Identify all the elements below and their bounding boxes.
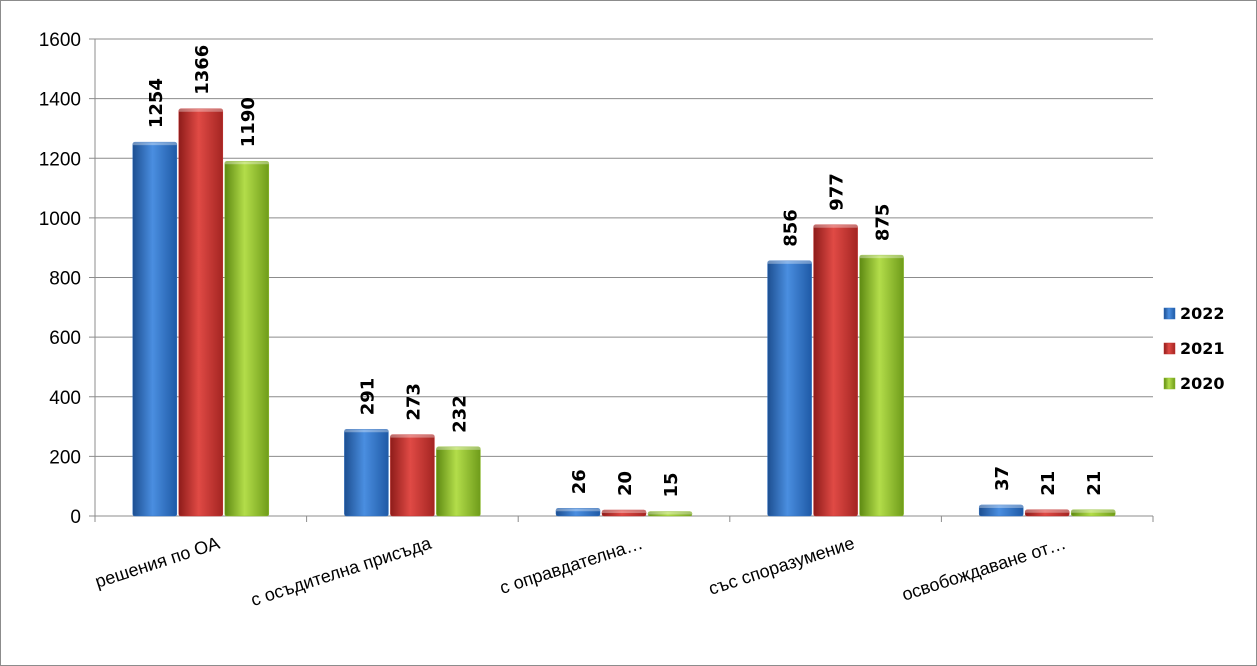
category-label: решения по ОА bbox=[93, 533, 222, 592]
bar-highlight bbox=[813, 224, 858, 228]
data-label: 856 bbox=[781, 209, 802, 247]
data-label: 977 bbox=[827, 173, 848, 211]
bar-2022-0 bbox=[132, 141, 178, 517]
bar-highlight bbox=[1025, 509, 1070, 513]
data-label: 21 bbox=[1084, 471, 1105, 496]
bar-highlight bbox=[390, 434, 435, 438]
bar-highlight bbox=[178, 108, 223, 112]
bars bbox=[132, 108, 1116, 517]
category-label: с оправдателна… bbox=[497, 533, 645, 598]
bar-highlight bbox=[132, 142, 177, 146]
y-tick-label: 1000 bbox=[39, 209, 81, 230]
bar-highlight bbox=[979, 504, 1024, 508]
bar-highlight bbox=[767, 260, 812, 264]
data-label: 875 bbox=[873, 204, 894, 242]
bar-highlight bbox=[648, 511, 692, 515]
bar-2021-4 bbox=[1024, 509, 1070, 517]
data-label: 273 bbox=[403, 383, 424, 421]
y-tick-label: 200 bbox=[49, 447, 81, 468]
bar-2022-1 bbox=[344, 428, 389, 517]
category-label: с осъдителна присъда bbox=[248, 532, 434, 610]
data-label: 1190 bbox=[238, 97, 259, 147]
legend-swatch-2020 bbox=[1163, 377, 1176, 390]
bar-2022-2 bbox=[555, 507, 601, 517]
bar-2021-3 bbox=[813, 224, 858, 517]
data-label: 26 bbox=[569, 469, 590, 494]
legend-label-2021: 2021 bbox=[1180, 339, 1225, 358]
bar-2021-2 bbox=[601, 509, 647, 517]
legend-swatch-2021 bbox=[1163, 342, 1176, 355]
data-label: 1254 bbox=[146, 78, 167, 128]
data-label: 21 bbox=[1038, 471, 1059, 496]
axes: 0 200 400 600 800 1000 1200 1400 1600 bbox=[39, 30, 1154, 528]
data-label: 15 bbox=[661, 472, 682, 497]
bar-2020-2 bbox=[647, 511, 693, 517]
bar-2020-1 bbox=[436, 446, 481, 517]
bar-2021-0 bbox=[178, 108, 224, 517]
y-tick-label: 0 bbox=[70, 507, 81, 528]
data-label: 291 bbox=[357, 378, 378, 416]
y-tick-label: 1400 bbox=[39, 90, 81, 111]
bar-2020-4 bbox=[1070, 509, 1116, 517]
bar-2022-3 bbox=[767, 260, 812, 517]
y-tick-label: 800 bbox=[49, 269, 81, 290]
legend-swatch-2022 bbox=[1163, 307, 1176, 320]
bar-highlight bbox=[556, 508, 600, 512]
data-label: 232 bbox=[449, 395, 470, 433]
category-label: със споразумение bbox=[706, 533, 857, 599]
bar-highlight bbox=[1071, 509, 1116, 513]
bar-2020-0 bbox=[224, 160, 270, 517]
bar-highlight bbox=[224, 161, 269, 165]
legend-label-2022: 2022 bbox=[1180, 304, 1225, 323]
bar-highlight bbox=[859, 255, 904, 259]
bar-highlight bbox=[344, 429, 389, 433]
bar-2022-4 bbox=[978, 504, 1024, 517]
y-tick-label: 600 bbox=[49, 328, 81, 349]
legend-label-2020: 2020 bbox=[1180, 374, 1225, 393]
gridlines bbox=[95, 38, 1153, 457]
bar-highlight bbox=[602, 510, 646, 514]
y-tick-label: 400 bbox=[49, 388, 81, 409]
data-label: 1366 bbox=[192, 45, 213, 95]
bar-2020-3 bbox=[859, 254, 904, 517]
category-labels: решения по ОА с осъдителна присъда с оправ… bbox=[93, 532, 1069, 610]
category-label: освобождаване от… bbox=[899, 533, 1068, 605]
data-label: 20 bbox=[615, 471, 636, 496]
data-label: 37 bbox=[992, 466, 1013, 491]
bar-2021-1 bbox=[390, 434, 435, 517]
bar-highlight bbox=[436, 446, 481, 450]
legend: 2022 2021 2020 bbox=[1163, 304, 1225, 393]
y-tick-label: 1600 bbox=[39, 30, 81, 51]
y-tick-label: 1200 bbox=[39, 149, 81, 170]
data-labels: 1254 1366 1190 291 273 232 26 20 15 856 977 875 37 21… bbox=[146, 45, 1105, 498]
